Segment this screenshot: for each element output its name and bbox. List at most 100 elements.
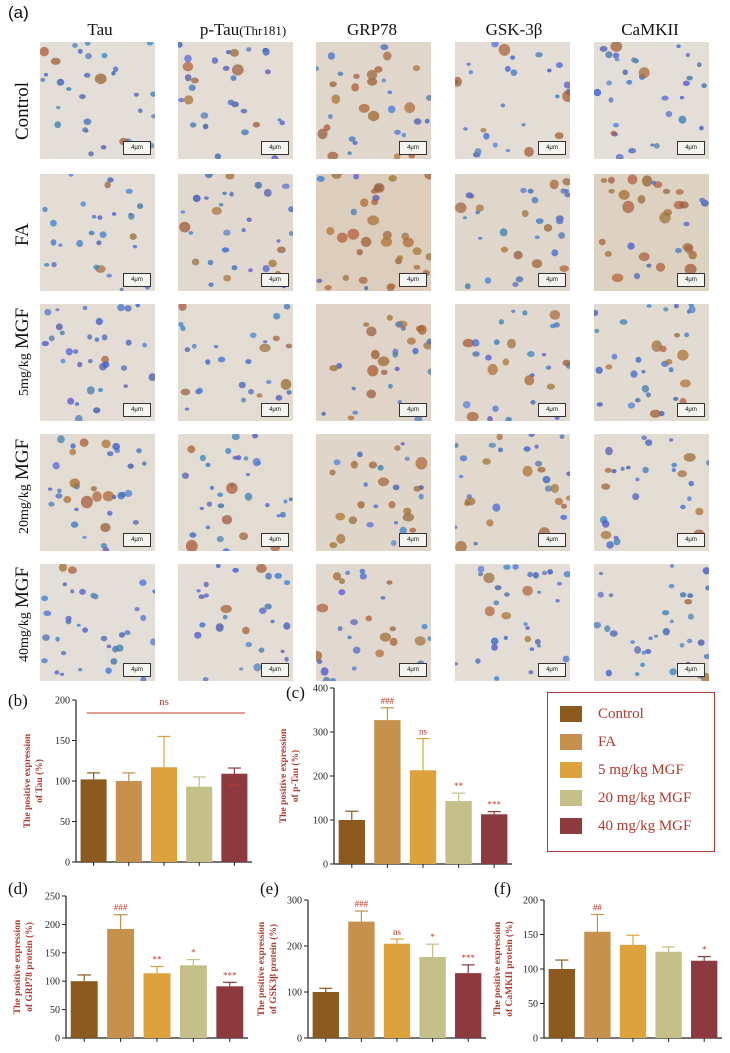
micrograph-control-grp78: 4μm [316, 42, 431, 159]
bar-4 [179, 965, 207, 1038]
panel-label: (c) [286, 683, 305, 702]
micrograph-fa-grp78: 4μm [316, 174, 431, 291]
micrograph-5mg-tau: 4μm [40, 304, 155, 421]
micrograph-40mg-ptau: 4μm [178, 564, 293, 681]
bar-3 [619, 944, 647, 1038]
col-header-tau: Tau [87, 20, 113, 39]
scale-bar: 4μm [538, 403, 566, 417]
scale-bar: 4μm [123, 403, 151, 417]
bar-5 [481, 814, 508, 864]
scale-bar: 4μm [261, 403, 289, 417]
row-label-fa: FA [12, 223, 33, 246]
bar-4 [419, 957, 446, 1038]
micrograph-5mg-gsk3b: 4μm [455, 304, 570, 421]
micrograph-fa-gsk3b: 4μm [455, 174, 570, 291]
scale-bar: 4μm [261, 533, 289, 547]
y-axis-label: The positive expression [257, 921, 267, 1016]
bar-5 [691, 960, 718, 1038]
y-tick-label: 400 [313, 684, 328, 695]
micrograph-40mg-camkii: 4μm [594, 564, 709, 681]
y-tick-label: 0 [323, 860, 328, 871]
significance-label: * [191, 948, 196, 958]
scale-bar: 4μm [538, 141, 566, 155]
significance-label: ### [355, 899, 369, 909]
scale-bar: 4μm [261, 141, 289, 155]
scale-bar: 4μm [123, 273, 151, 287]
scale-bar: 4μm [399, 141, 427, 155]
significance-label: * [430, 932, 435, 942]
scale-bar: 4μm [399, 273, 427, 287]
scale-bar: 4μm [123, 141, 151, 155]
y-tick-label: 0 [297, 1034, 302, 1045]
y-tick-label: 200 [287, 942, 302, 953]
chart-panel-e: (e) The positive expression of GSK3β prote… [257, 879, 486, 1045]
row-label-control: Control [12, 81, 33, 140]
scale-bar: 4μm [538, 663, 566, 677]
y-axis-label: of GRP78 protein (%) [24, 922, 35, 1012]
scale-bar: 4μm [123, 663, 151, 677]
col-header-ptau: p-Tau(Thr181) [199, 20, 287, 39]
significance-label: *** [461, 953, 475, 963]
bar-1 [80, 779, 107, 862]
legend-item-5mg: 5 mg/kg MGF [560, 759, 684, 781]
bar-4 [186, 786, 213, 862]
bar-5 [216, 986, 244, 1038]
significance-label: ### [114, 903, 128, 913]
micrograph-fa-tau: 4μm [40, 174, 155, 291]
bar-1 [70, 981, 98, 1038]
col-header-camkii: CaMKII [621, 20, 679, 39]
y-axis-label: The positive expression [493, 921, 503, 1016]
chart-panel-d: (d) The positive expression of GRP78 prote… [8, 879, 248, 1045]
panel-label: (b) [8, 691, 28, 710]
y-tick-label: 50 [60, 817, 70, 828]
bar-3 [383, 943, 411, 1038]
significance-label: *** [223, 970, 237, 980]
y-tick-label: 0 [65, 858, 70, 869]
y-tick-label: 200 [313, 772, 328, 783]
scale-bar: 4μm [538, 533, 566, 547]
legend-item-40mg: 40 mg/kg MGF [560, 815, 691, 837]
micrograph-fa-camkii: 4μm [594, 174, 709, 291]
y-tick-label: 100 [55, 777, 70, 788]
group-significance-label: ns [159, 696, 169, 708]
micrograph-5mg-camkii: 4μm [594, 304, 709, 421]
legend-item-fa: FA [560, 731, 616, 753]
y-tick-label: 200 [55, 696, 70, 707]
row-label-40mg: 40mg/kg MGF [12, 566, 33, 662]
micrograph-20mg-gsk3b: 4μm [455, 434, 570, 551]
panel-label: (f) [494, 879, 511, 898]
scale-bar: 4μm [399, 663, 427, 677]
scale-bar: 4μm [123, 533, 151, 547]
y-tick-label: 200 [45, 920, 60, 931]
legend-swatch-control [560, 706, 582, 722]
significance-label: *** [228, 782, 242, 792]
significance-label: ** [454, 781, 464, 791]
bar-2 [374, 720, 401, 864]
scale-bar: 4μm [399, 533, 427, 547]
micrograph-40mg-grp78: 4μm [316, 564, 431, 681]
micrograph-control-camkii: 4μm [594, 42, 709, 159]
legend-item-control: Control [560, 703, 644, 725]
y-axis-label: of p-Tau (%) [290, 750, 301, 802]
micrograph-20mg-camkii: 4μm [594, 434, 709, 551]
y-axis-label: of Tau (%) [34, 759, 45, 803]
y-tick-label: 100 [313, 816, 328, 827]
row-label-5mg: 5mg/kg MGF [12, 307, 33, 396]
significance-label: ** [153, 954, 163, 964]
legend-swatch-40mg [560, 818, 582, 834]
bar-3 [150, 767, 178, 862]
micrograph-40mg-gsk3b: 4μm [455, 564, 570, 681]
y-tick-label: 200 [523, 896, 538, 907]
scale-bar: 4μm [677, 141, 705, 155]
y-tick-label: 50 [50, 1005, 60, 1016]
col-header-grp78: GRP78 [346, 20, 398, 39]
scale-bar: 4μm [677, 533, 705, 547]
bar-5 [221, 773, 248, 862]
chart-legend: Control FA 5 mg/kg MGF 20 mg/kg MGF 40 m… [547, 692, 715, 852]
y-tick-label: 100 [45, 977, 60, 988]
significance-label: *** [487, 800, 501, 810]
chart-panel-c: (c) The positive expression of p-Tau (%) 0 1… [279, 683, 512, 871]
significance-label: ns [419, 727, 428, 737]
col-header-gsk3b: GSK-3β [485, 20, 543, 39]
y-tick-label: 0 [533, 1034, 538, 1045]
